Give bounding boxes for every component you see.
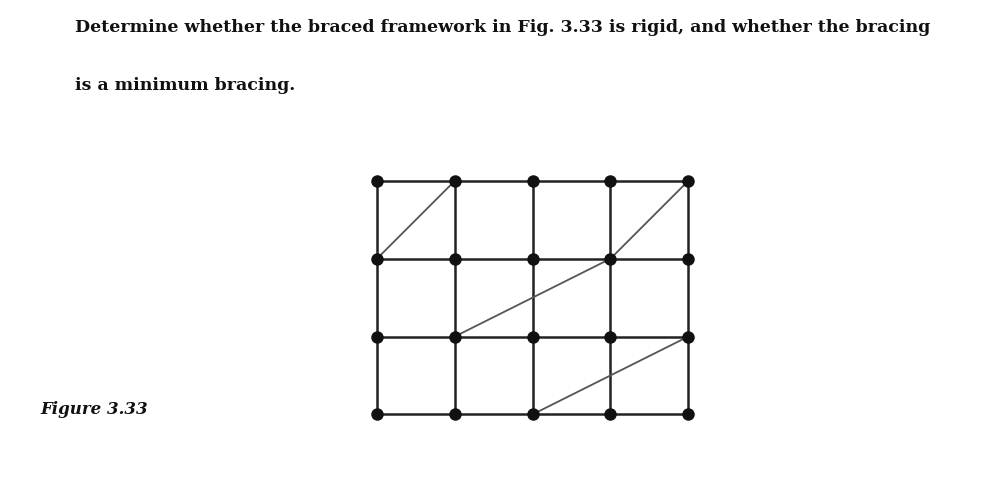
- Text: is a minimum bracing.: is a minimum bracing.: [75, 77, 295, 94]
- Text: Determine whether the braced framework in Fig. 3.33 is rigid, and whether the br: Determine whether the braced framework i…: [75, 19, 931, 36]
- Text: Figure 3.33: Figure 3.33: [40, 401, 148, 418]
